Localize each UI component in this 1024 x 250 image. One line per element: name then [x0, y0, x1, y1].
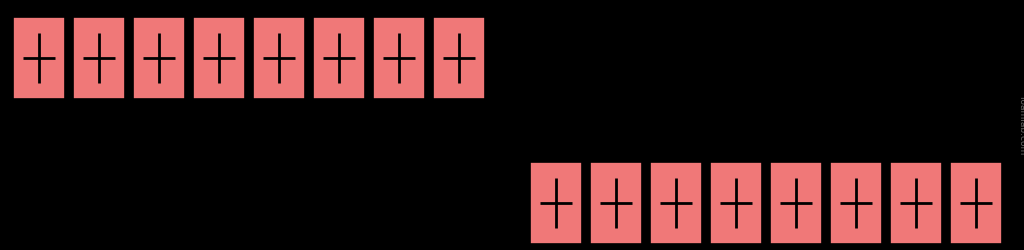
Bar: [890, 162, 942, 244]
Bar: [650, 162, 702, 244]
Bar: [133, 18, 185, 100]
Bar: [193, 18, 245, 100]
Bar: [590, 162, 642, 244]
Bar: [373, 18, 425, 100]
Bar: [313, 18, 365, 100]
Bar: [13, 18, 65, 100]
Bar: [73, 18, 125, 100]
Bar: [830, 162, 882, 244]
Bar: [433, 18, 485, 100]
Bar: [253, 18, 305, 100]
Bar: [770, 162, 822, 244]
Text: roamlab.com: roamlab.com: [1018, 96, 1024, 154]
Bar: [950, 162, 1002, 244]
Bar: [710, 162, 762, 244]
Bar: [530, 162, 582, 244]
